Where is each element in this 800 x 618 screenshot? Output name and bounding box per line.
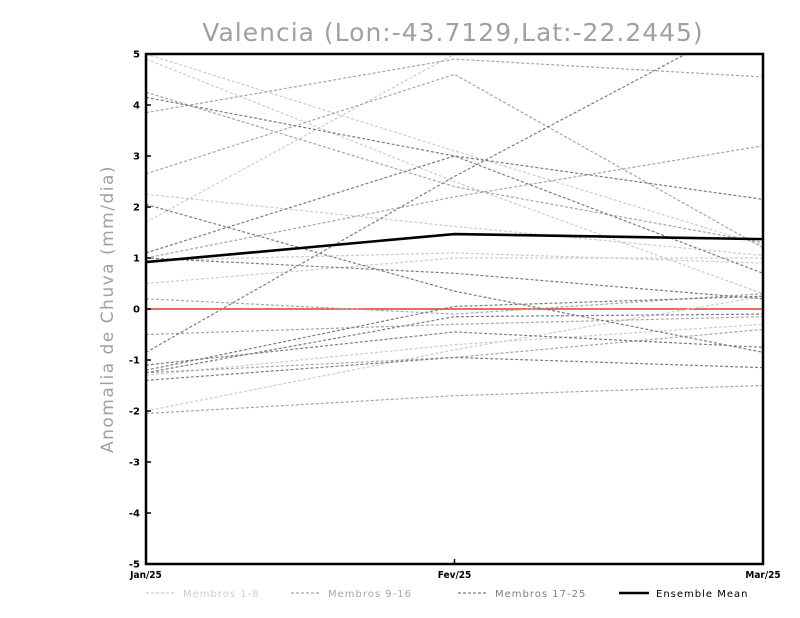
member-line-group1-4 xyxy=(146,295,763,412)
y-tick-label: -2 xyxy=(129,407,140,418)
legend-label: Membros 9-16 xyxy=(328,589,412,600)
legend-label: Ensemble Mean xyxy=(656,589,748,600)
member-line-group2-2 xyxy=(146,91,763,244)
member-line-group2-4 xyxy=(146,316,763,336)
y-tick-label: -1 xyxy=(129,356,140,367)
y-tick-label: -5 xyxy=(129,560,140,571)
y-tick-label: -4 xyxy=(129,509,140,520)
legend-label: Membros 17-25 xyxy=(495,589,586,600)
member-line-group2-8 xyxy=(146,293,763,315)
member-line-group3-1 xyxy=(146,54,688,353)
series-lines xyxy=(146,54,763,415)
x-tick-label: Fev/25 xyxy=(438,570,472,581)
member-line-group3-2 xyxy=(146,155,763,254)
y-tick-label: 0 xyxy=(133,305,140,316)
legend-item-group1: Membros 1-8 xyxy=(146,589,260,600)
member-line-group1-5 xyxy=(146,58,763,295)
plot-area: -5 -4 -3 -2 -1 0 1 2 3 4 5 Jan/25 Fev/25 Mar/25 xyxy=(129,50,781,582)
member-line-group2-5 xyxy=(146,384,763,415)
member-line-group3-4 xyxy=(146,295,763,371)
member-line-group1-6 xyxy=(146,54,763,246)
member-line-group1-2 xyxy=(146,54,461,223)
x-tick-label: Mar/25 xyxy=(745,570,780,581)
member-line-group2-6 xyxy=(146,145,763,259)
member-line-group3-5 xyxy=(146,257,763,300)
legend: Membros 1-8 Membros 9-16 Membros 17-25 Ense… xyxy=(146,589,748,600)
legend-item-ensemble-mean: Ensemble Mean xyxy=(619,589,748,600)
member-line-group1-3 xyxy=(146,257,763,285)
y-tick-label: 3 xyxy=(133,152,140,163)
member-line-group2-3 xyxy=(146,73,763,249)
legend-label: Membros 1-8 xyxy=(183,589,260,600)
y-tick-label: -3 xyxy=(129,458,140,469)
member-line-group3-9 xyxy=(146,313,763,374)
y-tick-label: 4 xyxy=(133,101,140,112)
member-line-group3-3 xyxy=(146,203,763,353)
member-line-group3-7 xyxy=(146,331,763,366)
chart-title: Valencia (Lon:-43.7129,Lat:-22.2445) xyxy=(202,18,703,47)
legend-item-group3: Membros 17-25 xyxy=(458,589,586,600)
x-tick-label: Jan/25 xyxy=(129,570,162,581)
member-line-group1-7 xyxy=(146,323,763,376)
ensemble-mean-line xyxy=(146,232,763,264)
legend-item-group2: Membros 9-16 xyxy=(291,589,412,600)
y-axis-label: Anomalia de Chuva (mm/dia) xyxy=(98,165,118,453)
member-line-group2-1 xyxy=(146,58,763,114)
y-tick-label: 1 xyxy=(133,254,140,265)
y-tick-label: 2 xyxy=(133,203,140,214)
member-line-group3-6 xyxy=(146,356,763,381)
y-tick-label: 5 xyxy=(133,50,140,61)
member-line-group1-8 xyxy=(146,252,763,264)
member-line-group1-1 xyxy=(146,193,763,257)
member-line-group2-7 xyxy=(146,328,763,374)
